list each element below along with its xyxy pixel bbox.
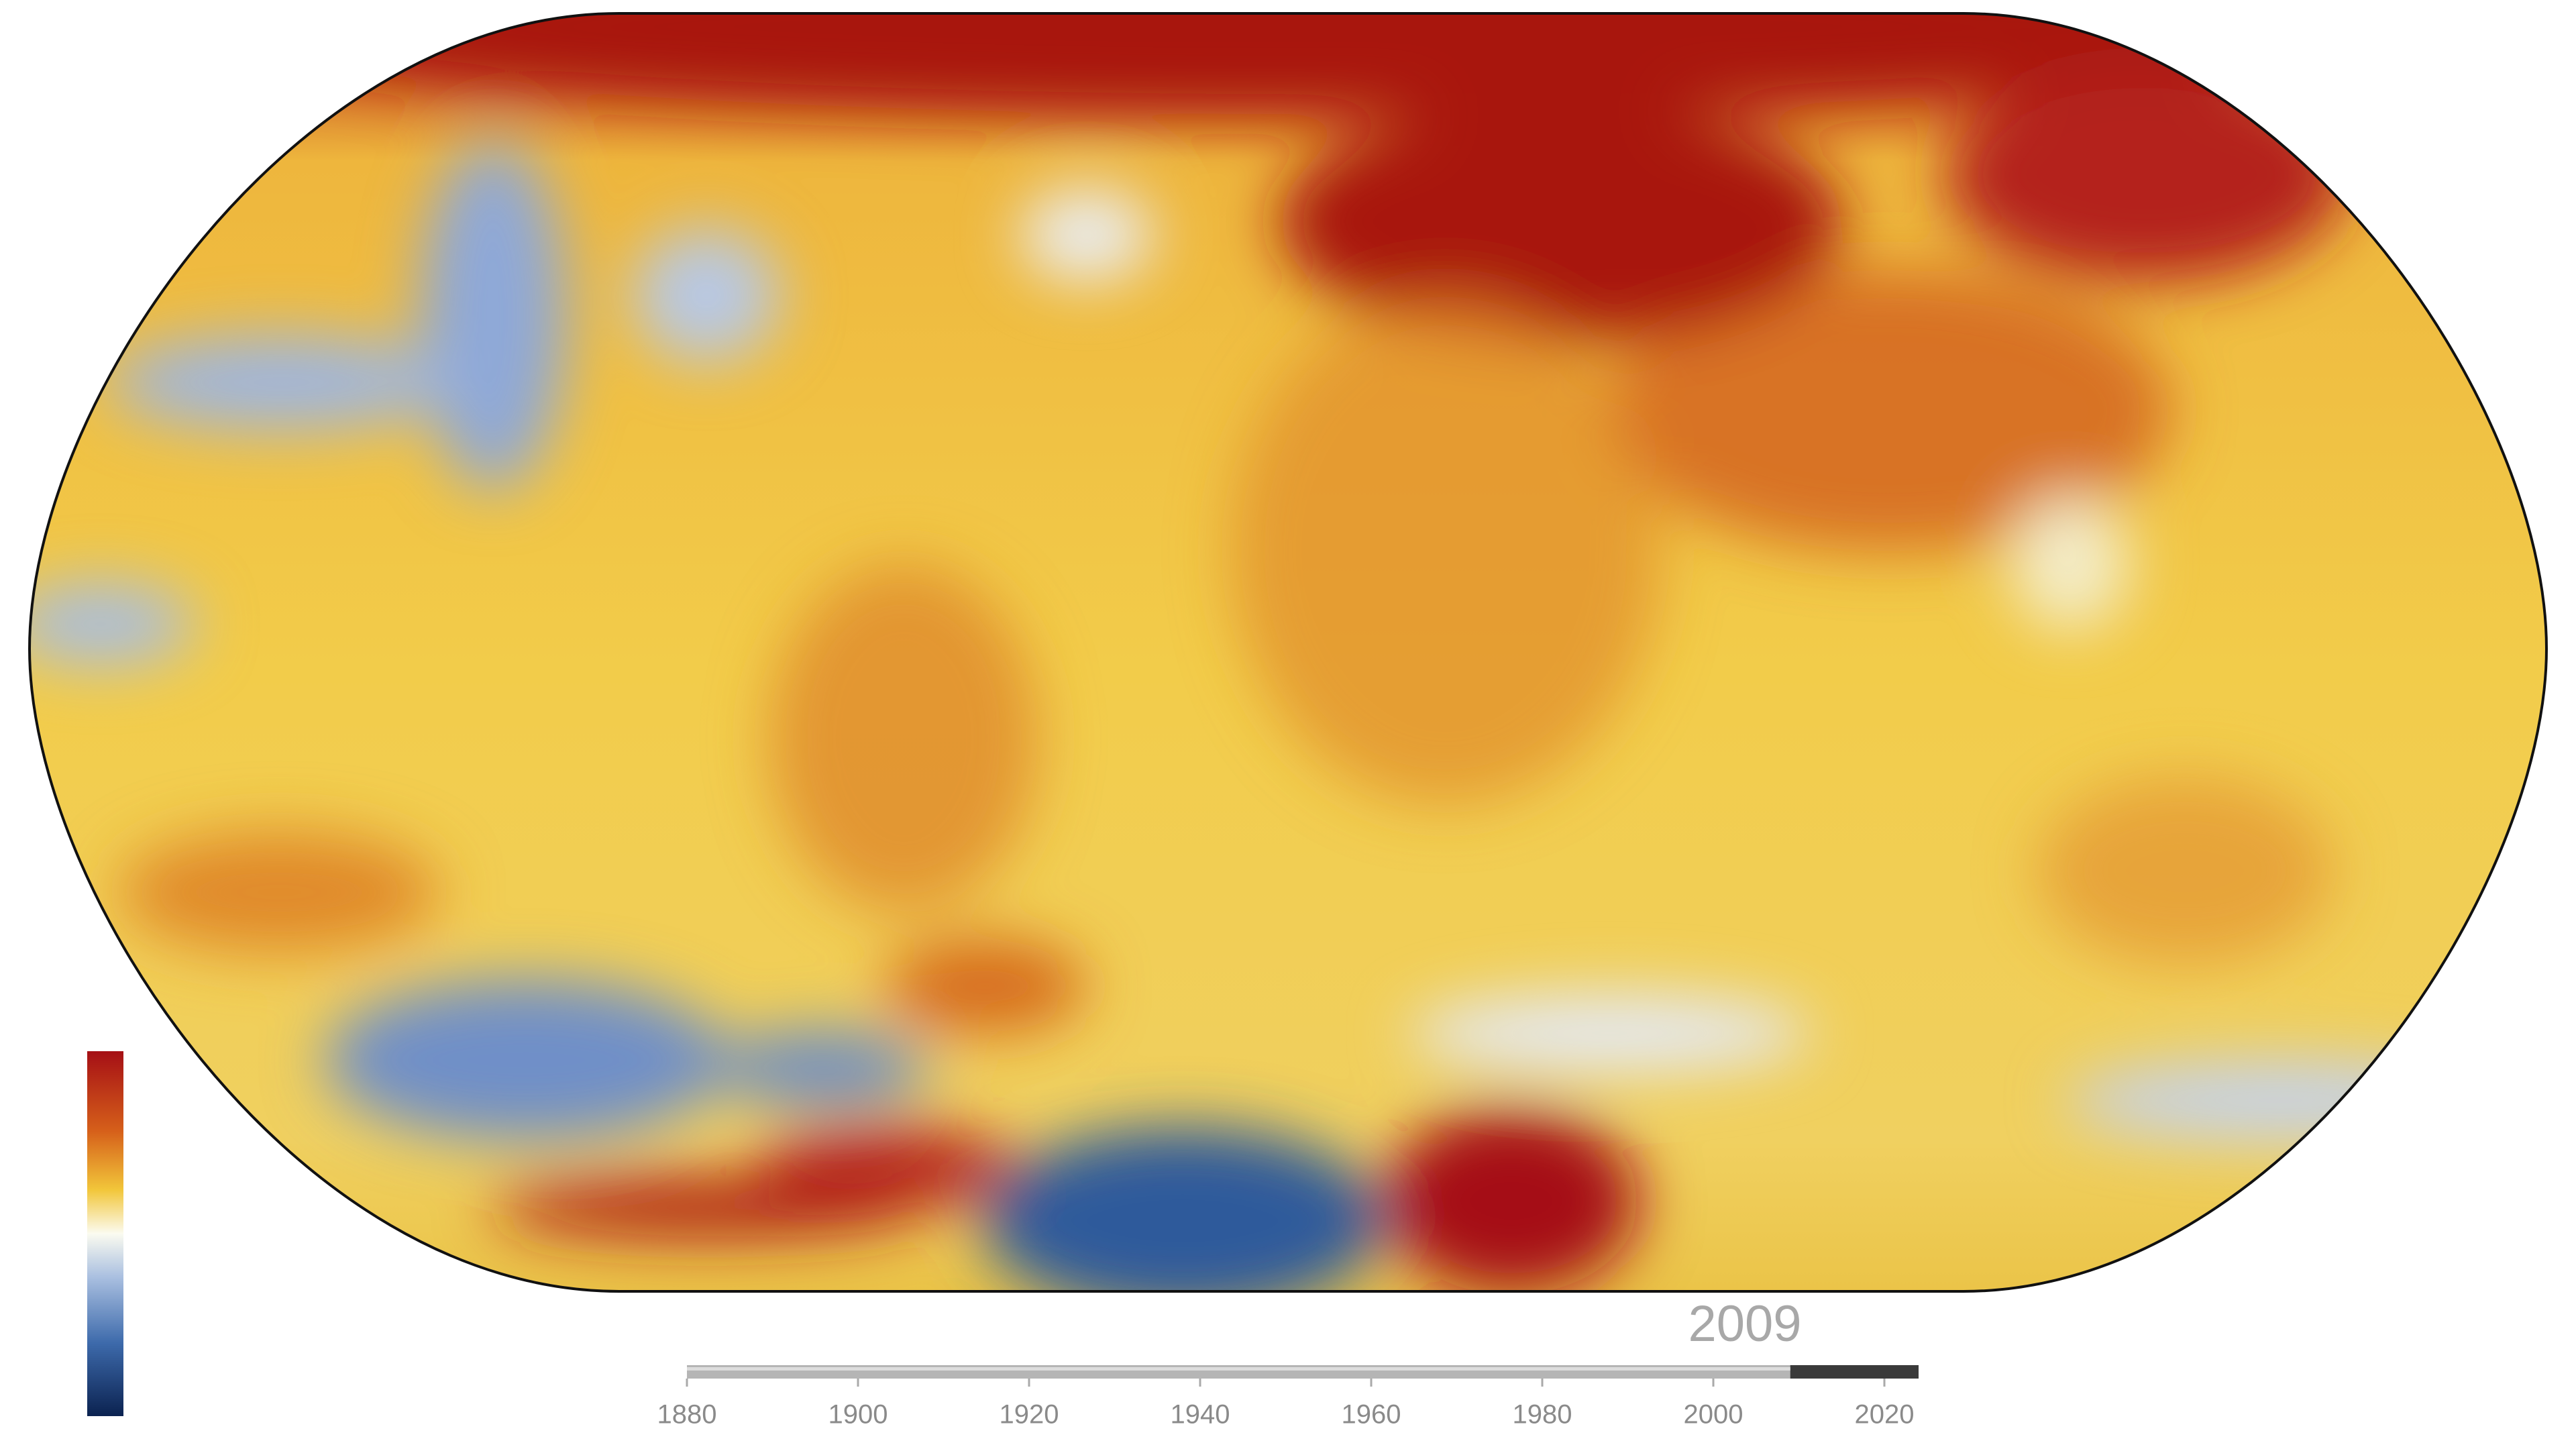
tick-label: 1900 [828, 1400, 888, 1430]
tick-label: 1940 [1171, 1400, 1230, 1430]
tick-label: 1960 [1342, 1400, 1401, 1430]
color-scale [87, 1051, 123, 1416]
temperature-map [30, 13, 2546, 1291]
tick-label: 2000 [1684, 1400, 1743, 1430]
anomaly-field [30, 13, 2496, 1291]
map-outline [28, 12, 2548, 1293]
tick-label: 1880 [657, 1400, 717, 1430]
tick-label: 1980 [1513, 1400, 1572, 1430]
tick-label: 1920 [1000, 1400, 1059, 1430]
timeline-highlight [687, 1367, 1790, 1371]
tick-label: 2020 [1855, 1400, 1915, 1430]
current-year: 2009 [1688, 1295, 1801, 1352]
